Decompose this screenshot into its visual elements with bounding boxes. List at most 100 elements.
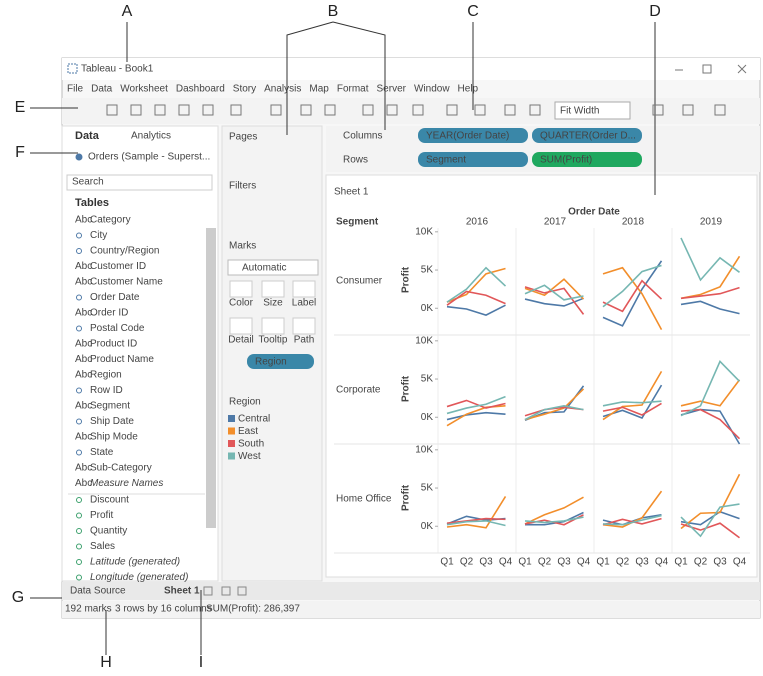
view (325, 174, 758, 578)
field[interactable]: Product Name (90, 354, 154, 365)
field[interactable]: Sales (90, 541, 115, 552)
pill[interactable] (418, 152, 528, 167)
toolbar-button[interactable] (504, 104, 516, 116)
mark-button-label[interactable]: Color (229, 298, 254, 309)
menu-item[interactable]: Map (309, 84, 329, 95)
pill[interactable] (532, 152, 642, 167)
toolbar-button[interactable] (202, 104, 214, 116)
toolbar-button[interactable] (324, 104, 336, 116)
scrollbar[interactable] (206, 228, 216, 528)
fit-dropdown[interactable] (554, 101, 631, 120)
analytics-tab[interactable]: Analytics (131, 131, 171, 142)
toolbar-button[interactable] (178, 104, 190, 116)
mark-button[interactable] (229, 317, 253, 335)
toolbar-button[interactable] (474, 104, 486, 116)
pill[interactable] (532, 128, 642, 143)
fit-width[interactable]: Fit Width (560, 106, 599, 117)
field[interactable]: Sub-Category (90, 463, 152, 474)
quarter-label: Q1 (440, 557, 454, 568)
data-source[interactable]: Orders (Sample - Superst... (88, 152, 210, 163)
toolbar-button[interactable] (300, 104, 312, 116)
menu-item[interactable]: Format (337, 84, 369, 95)
quarter-label: Q3 (479, 557, 493, 568)
field[interactable]: Country/Region (90, 246, 159, 257)
year-header: 2018 (622, 217, 645, 228)
pill-label: YEAR(Order Date) (426, 131, 509, 142)
new-sheet-button[interactable] (203, 586, 213, 596)
menu-item[interactable]: Server (377, 84, 407, 95)
menu-item[interactable]: Dashboard (176, 84, 225, 95)
window-title: Tableau - Book1 (81, 64, 154, 75)
mark-type-dropdown[interactable] (227, 259, 319, 276)
menu-item[interactable]: Worksheet (120, 84, 168, 95)
mark-pill[interactable] (247, 354, 314, 369)
menu-item[interactable]: Story (233, 84, 256, 95)
data-tab[interactable]: Data (75, 130, 100, 142)
pill[interactable] (418, 128, 528, 143)
mark-button-label[interactable]: Label (292, 298, 316, 309)
mark-button-label[interactable]: Path (294, 335, 315, 346)
menu-item[interactable]: File (67, 84, 84, 95)
field[interactable]: Row ID (90, 385, 123, 396)
legend-label: East (238, 426, 258, 437)
field[interactable]: Customer Name (90, 277, 163, 288)
mark-button-label[interactable]: Detail (228, 335, 254, 346)
y-tick-label: 5K (421, 483, 434, 494)
menu-item[interactable]: Analysis (264, 84, 301, 95)
axis-title: Profit (401, 375, 412, 402)
toolbar-button[interactable] (230, 104, 242, 116)
mark-button-label[interactable]: Tooltip (259, 335, 288, 346)
field[interactable]: State (90, 447, 114, 458)
field[interactable]: Order Date (90, 292, 140, 303)
toolbar-button[interactable] (386, 104, 398, 116)
profit-line (446, 411, 506, 421)
toolbar-button[interactable] (362, 104, 374, 116)
toolbar-button[interactable] (106, 104, 118, 116)
toolbar-button[interactable] (270, 104, 282, 116)
toolbar-button[interactable] (714, 104, 726, 116)
data-source-tab[interactable]: Data Source (70, 586, 126, 597)
new-sheet-button[interactable] (237, 586, 247, 596)
search-box[interactable] (66, 174, 213, 191)
field[interactable]: Profit (90, 510, 114, 521)
field[interactable]: Region (90, 370, 122, 381)
field[interactable]: Discount (90, 495, 129, 506)
mark-button-label[interactable]: Size (263, 298, 283, 309)
field[interactable]: Product ID (90, 339, 137, 350)
field[interactable]: City (90, 230, 107, 241)
menu-item[interactable]: Window (414, 84, 450, 95)
field[interactable]: Order ID (90, 308, 128, 319)
new-sheet-button[interactable] (221, 586, 231, 596)
field[interactable]: Quantity (90, 526, 127, 537)
toolbar-button[interactable] (652, 104, 664, 116)
quarter-label: Q2 (460, 557, 474, 568)
toolbar-button[interactable] (682, 104, 694, 116)
rows-label: Rows (343, 155, 368, 166)
menu-item[interactable]: Data (91, 84, 113, 95)
maximize-button[interactable] (702, 64, 712, 74)
mark-type[interactable]: Automatic (242, 263, 286, 274)
toolbar-button[interactable] (154, 104, 166, 116)
field[interactable]: Postal Code (90, 323, 145, 334)
toolbar-button[interactable] (412, 104, 424, 116)
menu-item[interactable]: Help (458, 84, 479, 95)
toolbar-button[interactable] (529, 104, 541, 116)
field[interactable]: Longitude (generated) (90, 572, 188, 583)
toolbar-button[interactable] (446, 104, 458, 116)
pages-card: Pages (229, 132, 257, 143)
field[interactable]: Ship Mode (90, 432, 138, 443)
field[interactable]: Measure Names (90, 478, 163, 489)
sheet-tab[interactable]: Sheet 1 (164, 586, 200, 597)
mark-button[interactable] (292, 317, 316, 335)
close-button[interactable] (737, 64, 747, 74)
mark-button[interactable] (229, 280, 253, 298)
field[interactable]: Latitude (generated) (90, 557, 180, 568)
mark-button[interactable] (292, 280, 316, 298)
field[interactable]: Category (90, 215, 131, 226)
field[interactable]: Customer ID (90, 261, 146, 272)
toolbar-button[interactable] (130, 104, 142, 116)
mark-button[interactable] (261, 280, 285, 298)
field[interactable]: Ship Date (90, 416, 134, 427)
mark-button[interactable] (261, 317, 285, 335)
field[interactable]: Segment (90, 401, 130, 412)
